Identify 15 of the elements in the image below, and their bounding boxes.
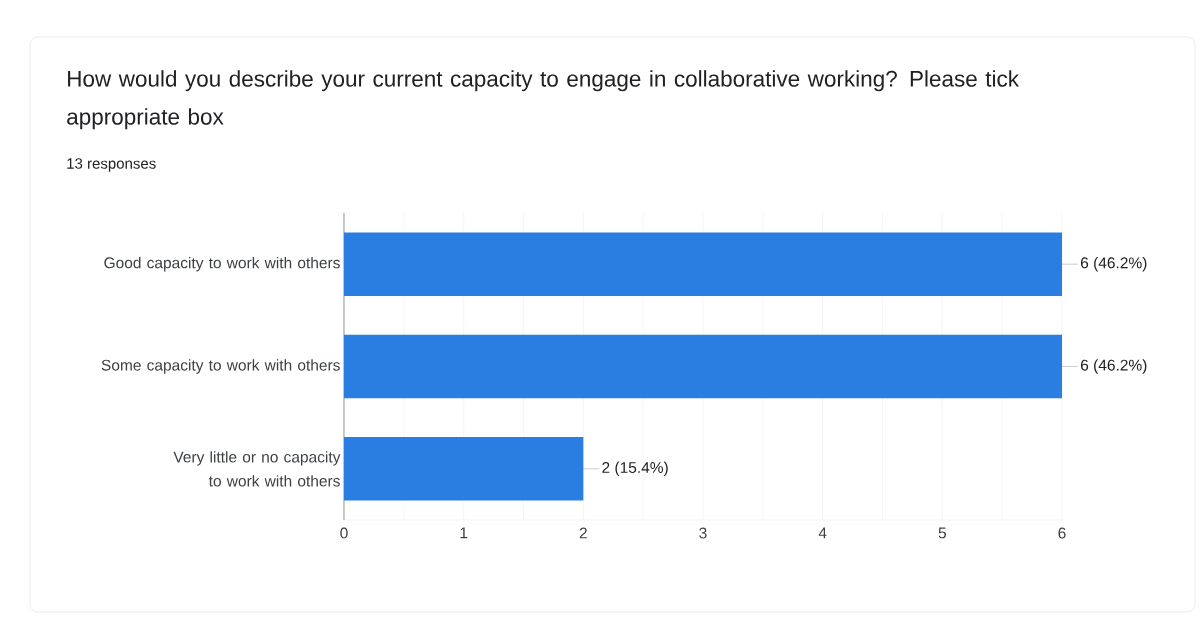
data-label: 6 (46.2%) xyxy=(1080,256,1147,272)
x-tick-label: 5 xyxy=(938,527,946,539)
chart-title: How would you describe your current capacity to engage in collaborative working? Please tick appropriate box xyxy=(67,70,1020,130)
y-tick-label: Good capacity to work with others xyxy=(104,256,340,272)
x-tick-label: 4 xyxy=(818,527,827,539)
text: 13 responses xyxy=(67,158,156,172)
x-tick-label: 6 xyxy=(1058,527,1066,539)
x-tick-label: 2 xyxy=(579,527,587,539)
data-label: 6 (46.2%) xyxy=(1080,359,1147,374)
x-tick-label: 1 xyxy=(460,527,468,539)
x-tick-label: 3 xyxy=(699,527,707,539)
data-label: 2 (15.4%) xyxy=(602,461,668,477)
y-tick-label: Very little or no capacity to work with others xyxy=(173,451,341,487)
x-tick-label: 0 xyxy=(340,527,348,539)
y-tick-label: Some capacity to work with others xyxy=(101,359,340,374)
